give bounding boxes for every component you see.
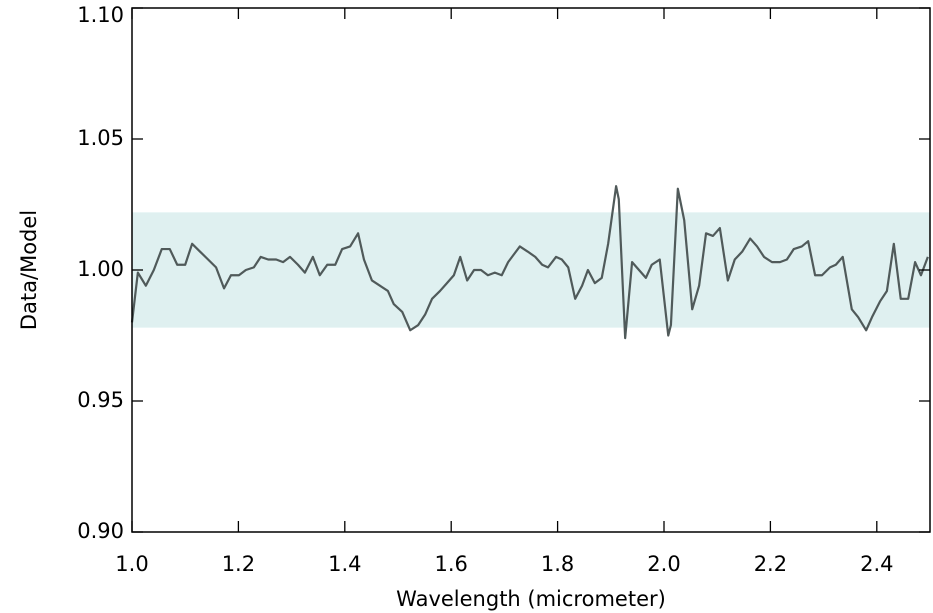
x-tick-label: 1.0: [115, 552, 148, 576]
x-tick-label: 1.8: [541, 552, 574, 576]
y-tick-label: 1.00: [77, 257, 124, 281]
y-tick-label: 0.90: [77, 519, 124, 543]
x-tick-label: 1.2: [222, 552, 255, 576]
y-tick-label: 1.10: [77, 3, 124, 27]
x-tick-label: 2.0: [647, 552, 680, 576]
x-tick-label: 2.4: [860, 552, 893, 576]
x-tick-label: 2.2: [754, 552, 787, 576]
y-tick-label: 0.95: [77, 388, 124, 412]
y-axis-label: Data/Model: [17, 210, 41, 330]
data-line: [130, 185, 929, 340]
band: [132, 212, 930, 328]
x-tick-label: 1.4: [328, 552, 361, 576]
x-axis-label: Wavelength (micrometer): [396, 587, 666, 611]
x-tick-label: 1.6: [434, 552, 467, 576]
y-tick-label: 1.05: [77, 126, 124, 150]
